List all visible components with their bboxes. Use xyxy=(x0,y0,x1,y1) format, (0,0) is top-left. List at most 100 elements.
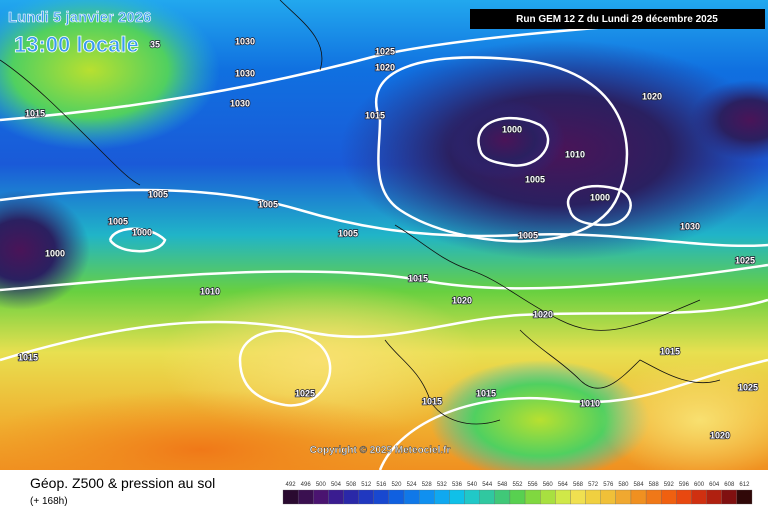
isobar-label: 1025 xyxy=(735,255,755,265)
colorbar-swatch xyxy=(600,489,616,505)
colorbar-swatch xyxy=(494,489,511,505)
colorbar-label: 532 xyxy=(437,482,448,488)
colorbar: 492 496 500 504 508 512 516 520 524 528 532 536 540 5… xyxy=(282,482,753,505)
isobar-label: 1030 xyxy=(680,221,700,231)
isobar-label: 1000 xyxy=(132,227,152,237)
colorbar-label: 516 xyxy=(376,482,387,488)
isobar-label: 1010 xyxy=(200,286,220,296)
colorbar-label: 508 xyxy=(346,482,357,488)
colorbar-swatch xyxy=(661,489,677,505)
colorbar-label: 572 xyxy=(588,482,599,488)
colorbar-swatch xyxy=(343,489,359,505)
colorbar-label: 600 xyxy=(694,482,705,488)
isobar-label: 1005 xyxy=(518,230,538,240)
colorbar-label: 596 xyxy=(679,482,690,488)
colorbar-label: 608 xyxy=(724,482,735,488)
isobar-label: 35 xyxy=(150,39,160,49)
colorbar-label: 520 xyxy=(391,482,402,488)
colorbar-label: 576 xyxy=(603,482,614,488)
isobar-label: 1005 xyxy=(525,174,545,184)
colorbar-label: 604 xyxy=(709,482,720,488)
colorbar-label: 528 xyxy=(422,482,433,488)
colorbar-swatch xyxy=(570,489,586,505)
colorbar-swatch xyxy=(630,489,647,505)
colorbar-swatch xyxy=(388,489,405,505)
isobar-label: 1025 xyxy=(738,382,758,392)
isobar-label: 1030 xyxy=(230,98,250,108)
isobar-label: 1020 xyxy=(642,91,662,101)
copyright: Copyright © 2025 Meteociel.fr xyxy=(310,445,451,456)
isobar-label: 1015 xyxy=(25,108,45,118)
isobar-label: 1000 xyxy=(590,192,610,202)
coastlines xyxy=(0,0,721,425)
colorbar-swatch xyxy=(479,489,495,505)
isobar-label: 1005 xyxy=(148,189,168,199)
colorbar-label: 524 xyxy=(407,482,418,488)
colorbar-swatch xyxy=(449,489,465,505)
isobar-label: 1005 xyxy=(338,228,358,238)
colorbar-swatch xyxy=(313,489,329,505)
isobar-label: 1030 xyxy=(235,68,255,78)
isobar-label: 1005 xyxy=(258,199,278,209)
colorbar-label: 568 xyxy=(573,482,584,488)
colorbar-swatch xyxy=(645,489,662,505)
map-date: Lundi 5 janvier 2026 xyxy=(8,9,151,26)
colorbar-swatch xyxy=(509,489,526,505)
colorbar-swatch xyxy=(373,489,390,505)
isobar-label: 1030 xyxy=(235,36,255,46)
colorbar-swatch xyxy=(297,489,314,505)
isobar-label: 1020 xyxy=(375,62,395,72)
colorbar-label: 512 xyxy=(361,482,372,488)
colorbar-label: 536 xyxy=(452,482,463,488)
colorbar-swatch xyxy=(524,489,541,505)
colorbar-label: 612 xyxy=(739,482,750,488)
isobar-label: 1020 xyxy=(533,309,553,319)
colorbar-swatch xyxy=(585,489,601,505)
footer-lead: (+ 168h) xyxy=(30,496,68,507)
isobar-label: 1000 xyxy=(45,248,65,258)
colorbar-swatch xyxy=(540,489,556,505)
colorbar-label: 564 xyxy=(558,482,569,488)
colorbar-swatch xyxy=(706,489,722,505)
isobar-label: 1015 xyxy=(422,396,442,406)
isobar-label: 1010 xyxy=(565,149,585,159)
colorbar-label: 544 xyxy=(482,482,493,488)
colorbar-swatch xyxy=(736,489,753,505)
isobar-label: 1015 xyxy=(365,110,385,120)
colorbar-label: 588 xyxy=(649,482,660,488)
colorbar-label: 592 xyxy=(664,482,675,488)
colorbar-swatch xyxy=(419,489,435,505)
colorbar-label: 496 xyxy=(301,482,312,488)
isobar-label: 1000 xyxy=(502,124,522,134)
colorbar-label: 580 xyxy=(618,482,629,488)
isobar-label: 1015 xyxy=(660,346,680,356)
isobars xyxy=(0,18,768,471)
isobar-label: 1020 xyxy=(452,295,472,305)
isobar-label: 1020 xyxy=(710,430,730,440)
colorbar-label: 540 xyxy=(467,482,478,488)
colorbar-swatch xyxy=(721,489,738,505)
colorbar-label: 504 xyxy=(331,482,342,488)
colorbar-label: 492 xyxy=(286,482,297,488)
run-info: Run GEM 12 Z du Lundi 29 décembre 2025 xyxy=(516,14,718,25)
colorbar-swatch xyxy=(615,489,632,505)
isobar-label: 1010 xyxy=(580,398,600,408)
colorbar-swatch xyxy=(282,489,299,505)
colorbar-swatch xyxy=(691,489,707,505)
isobar-label: 1015 xyxy=(408,273,428,283)
footer-title: Géop. Z500 & pression au sol xyxy=(30,475,215,491)
colorbar-label: 560 xyxy=(543,482,554,488)
colorbar-label: 552 xyxy=(512,482,523,488)
isobar-label: 1025 xyxy=(295,388,315,398)
colorbar-swatch xyxy=(434,489,450,505)
colorbar-label: 556 xyxy=(528,482,539,488)
isobar-label: 1015 xyxy=(18,352,38,362)
colorbar-swatch xyxy=(555,489,571,505)
colorbar-swatch xyxy=(328,489,344,505)
colorbar-swatch xyxy=(676,489,692,505)
colorbar-label: 500 xyxy=(316,482,327,488)
isobar-label: 1025 xyxy=(375,46,395,56)
colorbar-label: 584 xyxy=(634,482,645,488)
